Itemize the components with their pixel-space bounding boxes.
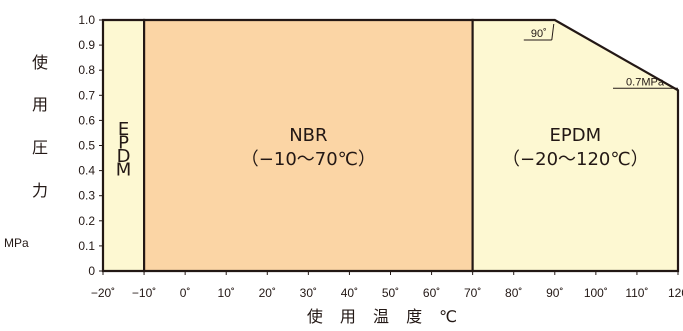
region-label-0-char-0: E — [118, 119, 129, 140]
x-tick-label: 90˚ — [546, 286, 563, 300]
y-tick-label: 0.3 — [78, 189, 95, 203]
annotation-0: 90˚ — [531, 28, 547, 40]
region-label-2-line-0: EPDM — [550, 125, 602, 146]
x-tick-label: 50˚ — [382, 286, 399, 300]
region-labels-group: EPDM NBR （−10〜70℃） EPDM （−20〜120℃） — [116, 119, 649, 181]
x-tick-label: 70˚ — [464, 286, 481, 300]
x-tick-label: 0˚ — [180, 286, 191, 300]
annotations-group: 90˚ 0.7MPa — [523, 23, 678, 89]
y-axis-unit-label: MPa — [4, 236, 29, 250]
y-tick-label: 0.6 — [78, 113, 95, 127]
y-axis-label-char: 使 — [32, 53, 48, 72]
region-label-1-line-0: NBR — [289, 125, 327, 146]
x-tick-label: 60˚ — [423, 286, 440, 300]
x-tick-label: 20˚ — [259, 286, 276, 300]
y-tick-label: 0.9 — [78, 38, 95, 52]
regions-group — [101, 18, 680, 273]
x-tick-label: 30˚ — [300, 286, 317, 300]
y-tick-label: 0.5 — [78, 139, 95, 153]
y-tick-label: 0.1 — [78, 239, 95, 253]
x-tick-label: 40˚ — [341, 286, 358, 300]
x-axis-label: 使 用 温 度 ℃ — [307, 307, 463, 326]
region-label-1-line-1: （−10〜70℃） — [241, 149, 376, 170]
y-tick-label: 1.0 — [78, 13, 95, 27]
y-axis-label-char: 力 — [32, 181, 48, 200]
y-tick-label: 0 — [88, 264, 95, 278]
y-axis-label-char: 圧 — [32, 138, 48, 157]
y-tick-label: 0.4 — [78, 164, 95, 178]
y-axis-label-char: 用 — [32, 95, 48, 114]
region-label-0-char-2: D — [117, 146, 131, 167]
x-tick-label: −10˚ — [132, 286, 156, 300]
region-label-2-line-1: （−20〜120℃） — [502, 149, 649, 170]
region-label-0-char-3: M — [116, 159, 132, 180]
y-ticks-group: 0 0.1 0.2 0.3 0.4 0.5 0.6 0.7 0.8 0.9 1.0 — [78, 13, 103, 278]
x-ticks-group: −20˚ −10˚ 0˚ 10˚ 20˚ 30˚ 40˚ 50˚ 60˚ 70˚ 80˚ 90˚ 100… — [91, 271, 683, 300]
x-tick-label: 110˚ — [625, 286, 648, 300]
x-tick-label: −20˚ — [91, 286, 115, 300]
y-tick-label: 0.2 — [78, 214, 95, 228]
annotation-1: 0.7MPa — [626, 76, 665, 88]
x-tick-label: 80˚ — [505, 286, 522, 300]
y-tick-label: 0.8 — [78, 63, 95, 77]
region-label-0-char-1: P — [118, 132, 129, 153]
annotation-leader-0 — [551, 23, 555, 41]
x-tick-label: 100˚ — [584, 286, 608, 300]
y-tick-label: 0.7 — [78, 88, 95, 102]
x-tick-label: 120 — [668, 286, 683, 300]
x-tick-label: 10˚ — [218, 286, 235, 300]
